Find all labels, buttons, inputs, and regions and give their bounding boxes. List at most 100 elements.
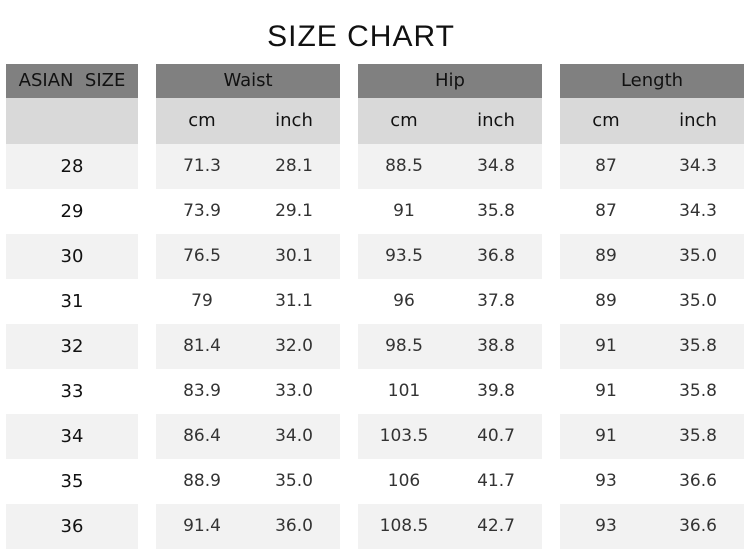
table-row: 30	[6, 234, 138, 279]
cell-waist-cm: 76.5	[183, 246, 221, 266]
cell-size: 36	[60, 516, 84, 537]
table-row: 86.4 34.0	[156, 414, 340, 459]
cell-len-cm: 91	[595, 336, 617, 356]
cell-len-cm: 87	[595, 156, 617, 176]
cell-len-cm: 89	[595, 246, 617, 266]
table-row: 87 34.3	[560, 189, 744, 234]
table-row: 101 39.8	[358, 369, 542, 414]
table-row: 73.9 29.1	[156, 189, 340, 234]
cell-len-cm: 93	[595, 516, 617, 536]
waist-header: Waist	[156, 64, 340, 98]
cell-size: 30	[60, 246, 84, 267]
size-subheader	[6, 98, 138, 144]
inch-label: inch	[679, 110, 717, 131]
cell-waist-in: 34.0	[275, 426, 313, 446]
cell-waist-in: 35.0	[275, 471, 313, 491]
cell-len-in: 35.0	[679, 291, 717, 311]
cell-waist-in: 36.0	[275, 516, 313, 536]
cell-size: 35	[60, 471, 84, 492]
table-row: 71.3 28.1	[156, 144, 340, 189]
cell-len-cm: 93	[595, 471, 617, 491]
cell-len-in: 35.0	[679, 246, 717, 266]
cell-waist-in: 30.1	[275, 246, 313, 266]
cell-hip-cm: 93.5	[385, 246, 423, 266]
table-row: 106 41.7	[358, 459, 542, 504]
cell-waist-in: 29.1	[275, 201, 313, 221]
cell-hip-in: 35.8	[477, 201, 515, 221]
cell-hip-cm: 106	[387, 471, 421, 491]
cell-waist-cm: 79	[191, 291, 213, 311]
table-row: 98.5 38.8	[358, 324, 542, 369]
table-row: 81.4 32.0	[156, 324, 340, 369]
cell-hip-in: 40.7	[477, 426, 515, 446]
cell-len-cm: 89	[595, 291, 617, 311]
cell-hip-in: 38.8	[477, 336, 515, 356]
cell-hip-cm: 101	[387, 381, 421, 401]
cell-hip-in: 34.8	[477, 156, 515, 176]
table-row: 79 31.1	[156, 279, 340, 324]
cell-hip-in: 39.8	[477, 381, 515, 401]
cm-label: cm	[390, 110, 418, 131]
cm-label: cm	[592, 110, 620, 131]
cell-len-cm: 87	[595, 201, 617, 221]
cell-size: 34	[60, 426, 84, 447]
cell-hip-cm: 103.5	[379, 426, 429, 446]
cell-len-in: 36.6	[679, 516, 717, 536]
cell-size: 32	[60, 336, 84, 357]
table-row: 91 35.8	[560, 369, 744, 414]
cell-len-in: 36.6	[679, 471, 717, 491]
cell-len-cm: 91	[595, 381, 617, 401]
length-header: Length	[560, 64, 744, 98]
table-row: 93.5 36.8	[358, 234, 542, 279]
cell-len-in: 34.3	[679, 201, 717, 221]
cell-size: 28	[60, 156, 84, 177]
table-row: 91 35.8	[560, 324, 744, 369]
table-row: 88.9 35.0	[156, 459, 340, 504]
hip-header: Hip	[358, 64, 542, 98]
size-header: ASIAN SIZE	[6, 64, 138, 98]
cell-size: 29	[60, 201, 84, 222]
cell-hip-in: 42.7	[477, 516, 515, 536]
cm-label: cm	[188, 110, 216, 131]
cell-hip-in: 41.7	[477, 471, 515, 491]
cell-waist-cm: 73.9	[183, 201, 221, 221]
cell-size: 33	[60, 381, 84, 402]
cell-hip-in: 37.8	[477, 291, 515, 311]
hip-subheader: cm inch	[358, 98, 542, 144]
length-subheader: cm inch	[560, 98, 744, 144]
cell-waist-in: 32.0	[275, 336, 313, 356]
waist-subheader: cm inch	[156, 98, 340, 144]
table-row: 89 35.0	[560, 234, 744, 279]
cell-hip-cm: 88.5	[385, 156, 423, 176]
cell-hip-in: 36.8	[477, 246, 515, 266]
inch-label: inch	[275, 110, 313, 131]
table-row: 76.5 30.1	[156, 234, 340, 279]
cell-waist-cm: 71.3	[183, 156, 221, 176]
table-row: 29	[6, 189, 138, 234]
length-column: Length cm inch 87 34.3 87 34.3 89 35.0 89 35.0 91…	[560, 64, 744, 549]
cell-size: 31	[60, 291, 84, 312]
table-row: 93 36.6	[560, 504, 744, 549]
cell-hip-cm: 108.5	[379, 516, 429, 536]
table-row: 32	[6, 324, 138, 369]
cell-hip-cm: 91	[393, 201, 415, 221]
cell-len-in: 34.3	[679, 156, 717, 176]
table-row: 83.9 33.0	[156, 369, 340, 414]
table-row: 108.5 42.7	[358, 504, 542, 549]
table-row: 91 35.8	[560, 414, 744, 459]
table-row: 35	[6, 459, 138, 504]
table-row: 36	[6, 504, 138, 549]
chart-title: SIZE CHART	[267, 20, 455, 53]
cell-waist-cm: 83.9	[183, 381, 221, 401]
waist-column: Waist cm inch 71.3 28.1 73.9 29.1 76.5 30.1 79 3…	[156, 64, 340, 549]
cell-waist-cm: 81.4	[183, 336, 221, 356]
cell-hip-cm: 96	[393, 291, 415, 311]
cell-len-in: 35.8	[679, 336, 717, 356]
table-row: 91.4 36.0	[156, 504, 340, 549]
table-row: 33	[6, 369, 138, 414]
cell-waist-cm: 86.4	[183, 426, 221, 446]
size-column: ASIAN SIZE 28 29 30 31 32 33 34 35 36	[6, 64, 138, 549]
table-row: 87 34.3	[560, 144, 744, 189]
table-row: 34	[6, 414, 138, 459]
cell-len-cm: 91	[595, 426, 617, 446]
